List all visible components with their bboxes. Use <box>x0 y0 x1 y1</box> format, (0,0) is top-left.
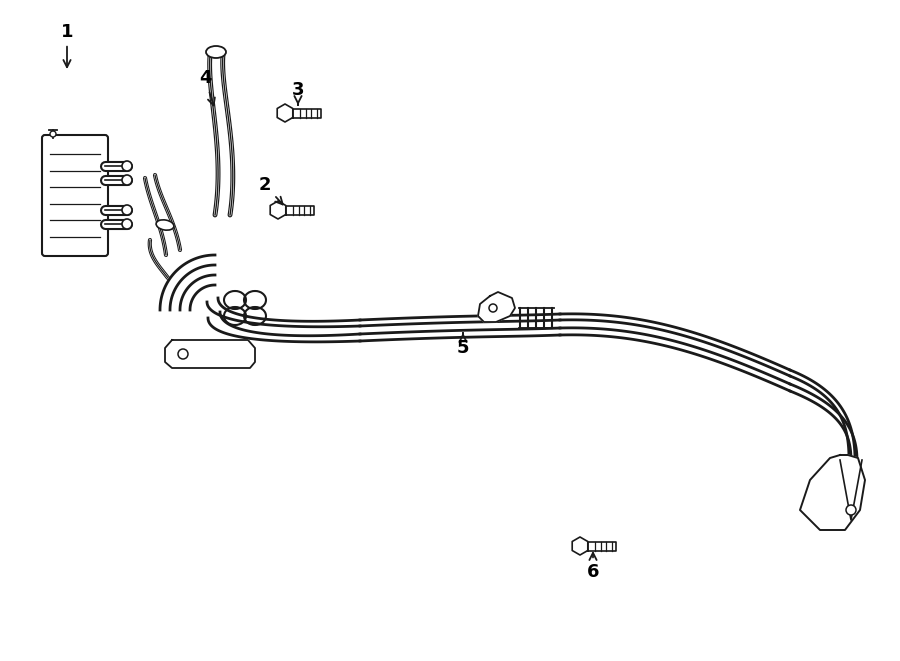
Polygon shape <box>572 537 588 555</box>
Polygon shape <box>270 201 286 219</box>
Ellipse shape <box>156 220 174 230</box>
Ellipse shape <box>206 46 226 58</box>
Circle shape <box>122 161 132 171</box>
Text: 5: 5 <box>456 333 469 357</box>
Text: 4: 4 <box>199 69 215 105</box>
Text: 3: 3 <box>292 81 304 104</box>
Polygon shape <box>293 108 321 118</box>
Text: 2: 2 <box>259 176 283 204</box>
Circle shape <box>122 219 132 229</box>
Circle shape <box>846 505 856 515</box>
Circle shape <box>50 131 56 137</box>
FancyBboxPatch shape <box>42 135 108 256</box>
Polygon shape <box>478 292 515 322</box>
Circle shape <box>489 304 497 312</box>
Text: 6: 6 <box>587 553 599 581</box>
Circle shape <box>178 349 188 359</box>
Text: 1: 1 <box>61 23 73 67</box>
Circle shape <box>122 175 132 185</box>
Polygon shape <box>165 340 255 368</box>
Polygon shape <box>588 541 616 551</box>
Circle shape <box>122 205 132 215</box>
Polygon shape <box>286 206 314 215</box>
Polygon shape <box>277 104 292 122</box>
Polygon shape <box>800 455 865 530</box>
